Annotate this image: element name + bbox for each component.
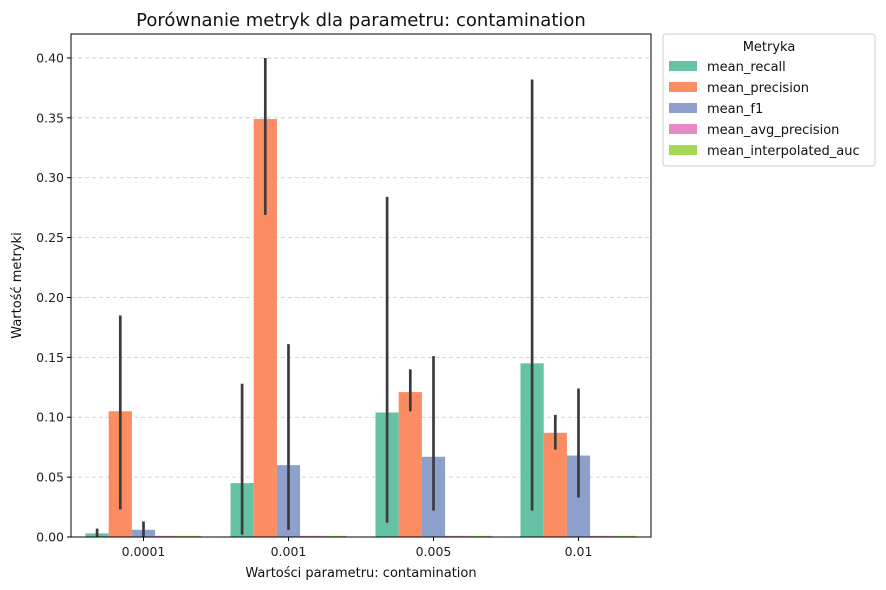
x-tick-label: 0.01 — [565, 544, 593, 559]
error-bars — [95, 57, 580, 537]
legend-swatch-mean_interpolated_auc — [669, 145, 697, 155]
x-tick-label: 0.001 — [271, 544, 307, 559]
y-tick-label: 0.20 — [36, 290, 64, 305]
bars — [85, 119, 637, 538]
y-axis-label: Wartość metryki — [10, 232, 25, 338]
bar-mean_interpolated_auc-0.001 — [323, 535, 347, 537]
legend-swatch-mean_f1 — [669, 103, 697, 113]
x-tick-label: 0.0001 — [122, 544, 166, 559]
plot-frame — [70, 33, 652, 538]
legend-title: Metryka — [743, 40, 796, 55]
y-tick-label: 0.35 — [36, 110, 64, 125]
bar-mean_avg_precision-0.01 — [590, 535, 614, 537]
chart-title: Porównanie metryk dla parametru: contami… — [136, 10, 586, 31]
bar-mean_avg_precision-0.005 — [445, 535, 469, 537]
legend-swatch-mean_precision — [669, 82, 697, 92]
legend-label-mean_interpolated_auc: mean_interpolated_auc — [707, 144, 860, 159]
x-tick-label: 0.005 — [416, 544, 452, 559]
x-axis-label: Wartości parametru: contamination — [245, 566, 476, 581]
y-tick-label: 0.10 — [36, 410, 64, 425]
y-tick-label: 0.15 — [36, 350, 64, 365]
legend: Metryka mean_recall mean_precision mean_f1… — [662, 33, 876, 167]
legend-label-mean_avg_precision: mean_avg_precision — [707, 123, 839, 138]
y-tick-label: 0.40 — [36, 50, 64, 65]
y-tick-label: 0.05 — [36, 470, 64, 485]
bar-mean_avg_precision-0.0001 — [155, 535, 179, 537]
grid-lines — [71, 57, 651, 478]
legend-items: mean_recall mean_precision mean_f1 mean_avg… — [669, 60, 860, 159]
bar-mean_precision-0.01 — [543, 432, 567, 537]
legend-swatch-mean_avg_precision — [669, 124, 697, 134]
y-tick-label: 0.30 — [36, 170, 64, 185]
bar-mean_precision-0.001 — [253, 119, 277, 538]
legend-label-mean_recall: mean_recall — [707, 60, 786, 75]
legend-label-mean_f1: mean_f1 — [707, 102, 763, 117]
legend-label-mean_precision: mean_precision — [707, 81, 809, 96]
legend-swatch-mean_recall — [669, 61, 697, 71]
x-axis-ticks: 0.0001 0.001 0.005 0.01 — [122, 537, 593, 559]
bar-mean_precision-0.005 — [398, 392, 422, 537]
y-tick-label: 0.00 — [36, 530, 64, 545]
legend-frame — [662, 33, 876, 167]
y-axis-ticks: 0.00 0.05 0.10 0.15 0.20 0.25 0.30 0.35 0.40 — [36, 50, 71, 545]
bar-mean_avg_precision-0.001 — [300, 535, 324, 537]
bar-mean_interpolated_auc-0.005 — [468, 535, 492, 537]
bar-mean_interpolated_auc-0.01 — [613, 535, 637, 537]
y-tick-label: 0.25 — [36, 230, 64, 245]
bar-mean_interpolated_auc-0.0001 — [178, 535, 202, 537]
